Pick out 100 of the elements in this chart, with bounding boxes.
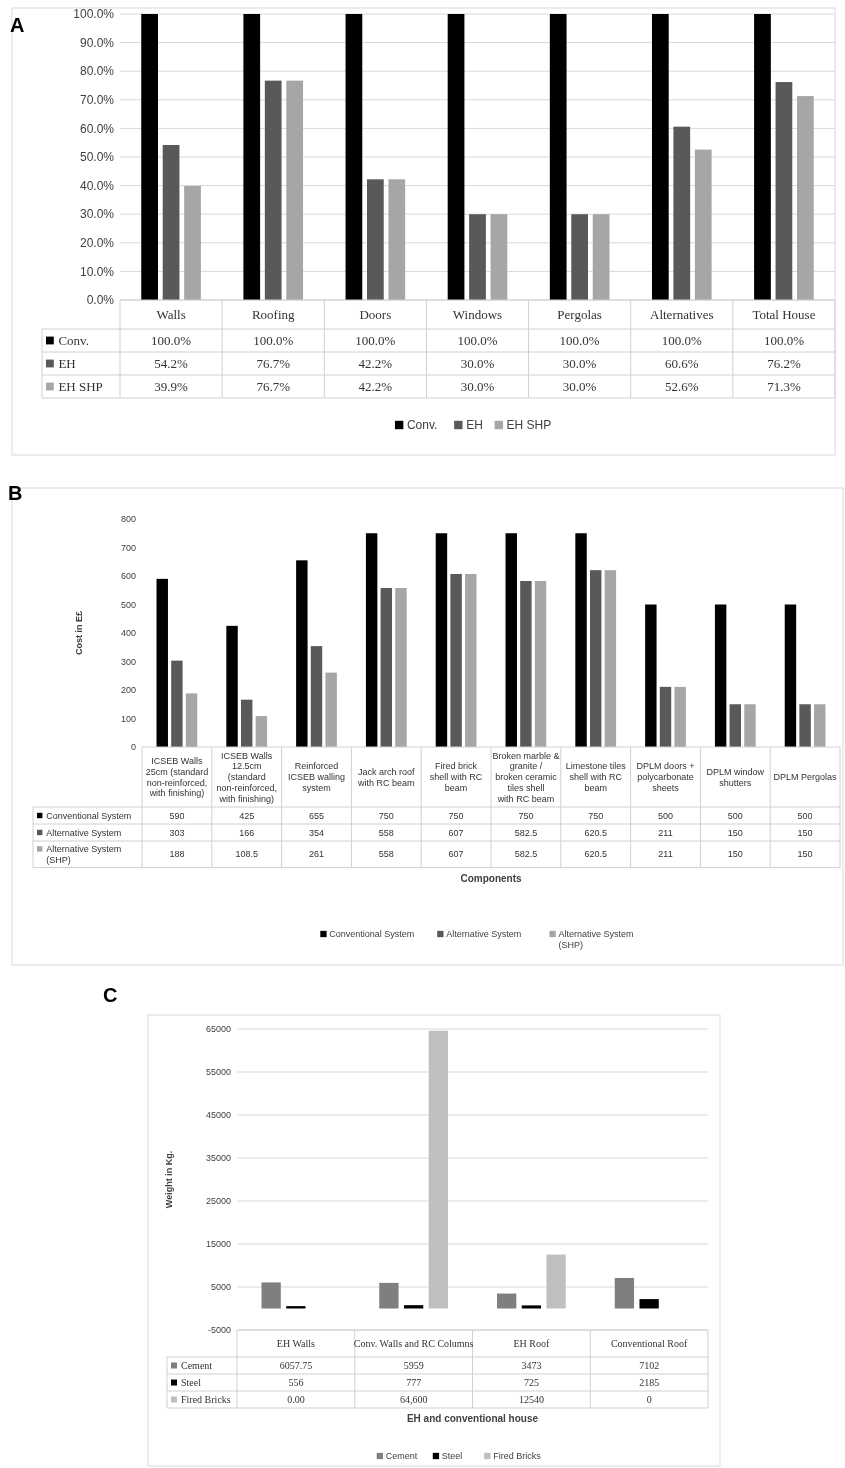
y-axis-title: Cost in E£ (74, 610, 84, 656)
y-tick-label: 45000 (205, 1110, 231, 1121)
y-tick-label: 15000 (205, 1239, 231, 1250)
x-axis-title: Components (460, 872, 522, 884)
text: EH SHP (506, 418, 552, 433)
bar (744, 704, 756, 747)
data-label: 777 (406, 1377, 422, 1388)
x-tick-label: EH Roof (513, 1338, 550, 1349)
bar (659, 686, 672, 747)
data-label: 100.0% (253, 333, 294, 349)
data-label: 582.5 (514, 827, 538, 838)
data-label: 76.7% (256, 356, 291, 372)
data-label: 500 (657, 810, 674, 821)
data-label: 750 (378, 810, 394, 821)
y-tick-label: -5000 (207, 1325, 231, 1336)
data-label: 150 (797, 849, 813, 860)
data-label: 3473 (521, 1360, 542, 1371)
x-tick-label: Limestone tiles shell with RC beam (565, 761, 627, 793)
bar (729, 704, 742, 747)
legend-label: EH (58, 356, 76, 372)
data-label: 0 (646, 1394, 652, 1405)
x-tick-label: Windows (452, 307, 503, 323)
data-label: 100.0% (151, 333, 192, 349)
bar (520, 580, 532, 747)
text: Conv. (406, 418, 438, 433)
data-label: 100.0% (763, 333, 805, 349)
data-label: 558 (378, 827, 394, 838)
legend-label: Conv. (58, 333, 89, 349)
bar (380, 587, 393, 747)
bar (575, 533, 587, 747)
y-tick-label: 600 (120, 571, 136, 582)
x-tick-label: Fired brick shell with RC beam (429, 761, 483, 793)
y-tick-label: 30.0% (79, 207, 115, 222)
bar (171, 660, 183, 747)
x-tick-label: Doors (359, 307, 392, 323)
bar (497, 1293, 517, 1309)
data-label: 166 (239, 827, 255, 838)
y-tick-label: 800 (120, 514, 136, 525)
y-axis-title: Weight in Kg. (164, 1150, 174, 1209)
data-label: 6057.75 (279, 1360, 313, 1371)
y-tick-label: 25000 (205, 1196, 231, 1207)
data-label: 64,600 (399, 1394, 428, 1405)
x-tick-label: ICSEB Walls 25cm (standard non-reinforced, with finishing) (145, 755, 209, 799)
bar (162, 144, 180, 300)
bar (534, 580, 547, 747)
bar (505, 533, 517, 747)
y-tick-label: 35000 (205, 1153, 231, 1164)
bar (673, 126, 691, 300)
bar (639, 1299, 659, 1309)
bar (674, 686, 686, 747)
data-label: 12540 (518, 1394, 544, 1405)
y-tick-label: 0 (130, 742, 136, 753)
bar (286, 1306, 306, 1309)
y-tick-label: 10.0% (79, 264, 115, 279)
bar (435, 533, 448, 747)
data-label: 590 (169, 810, 185, 821)
x-tick-label: DPLM doors + polycarbonate sheets (636, 761, 695, 793)
data-label: 303 (169, 827, 185, 838)
text: Conventional System (329, 929, 415, 940)
data-label: 100.0% (355, 333, 396, 349)
y-tick-label: 5000 (210, 1282, 231, 1293)
bar (775, 82, 793, 300)
y-tick-label: 80.0% (79, 64, 115, 79)
bar (261, 1282, 281, 1309)
bar (447, 14, 465, 300)
data-label: 211 (658, 849, 673, 860)
x-tick-label: DPLM Pergolas (773, 772, 838, 783)
data-label: 100.0% (457, 333, 498, 349)
bar (240, 699, 253, 747)
x-tick-label: Total House (752, 307, 816, 323)
data-label: 150 (727, 827, 743, 838)
bar (365, 533, 378, 747)
text: B (8, 482, 23, 504)
data-label: 188 (169, 849, 185, 860)
data-label: 558 (378, 849, 394, 860)
bar (310, 646, 323, 747)
x-tick-label: Reinforced ICSEB walling system (287, 761, 346, 793)
x-tick-label: Jack arch roof with RC beam (357, 766, 416, 788)
y-tick-label: 70.0% (79, 93, 115, 107)
data-label: 39.9% (154, 379, 189, 395)
y-tick-label: 90.0% (79, 35, 115, 50)
text: Steel (441, 1451, 463, 1462)
data-label: 5959 (403, 1360, 424, 1371)
data-label: 150 (797, 827, 813, 838)
bar (264, 80, 282, 300)
bar (799, 704, 811, 747)
legend-label: Conventional System (46, 810, 132, 821)
data-label: 7102 (639, 1360, 660, 1371)
y-tick-label: 700 (120, 542, 136, 553)
data-label: 725 (523, 1377, 539, 1388)
bar (814, 704, 826, 747)
data-label: 42.2% (358, 356, 393, 372)
bar (379, 1282, 399, 1309)
bar (797, 96, 814, 300)
x-tick-label: EH Walls (276, 1338, 316, 1349)
y-tick-label: 400 (120, 628, 136, 639)
bar (754, 14, 771, 300)
data-label: 655 (308, 810, 325, 821)
data-label: 76.7% (256, 379, 291, 395)
data-label: 71.3% (767, 379, 801, 395)
